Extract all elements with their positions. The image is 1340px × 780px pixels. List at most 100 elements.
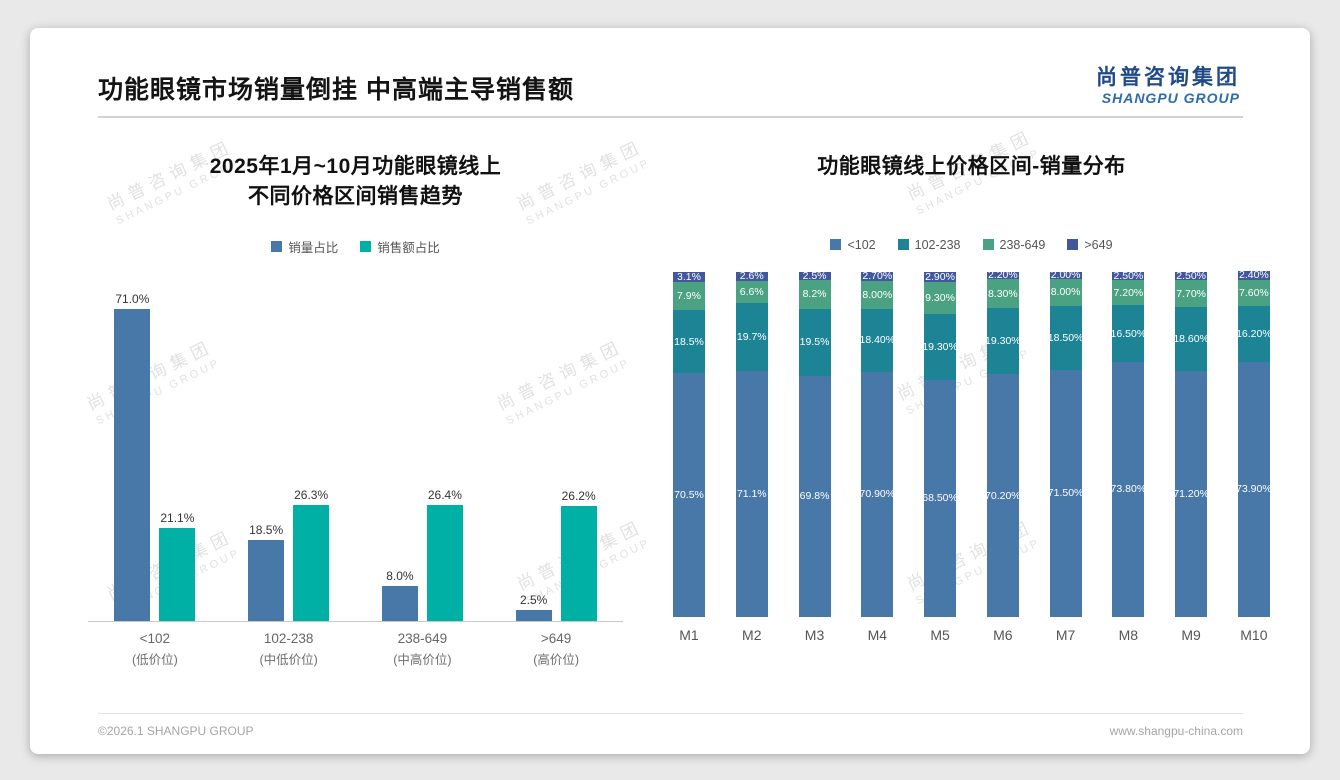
right-chart-legend: <102 102-238 238-649 >649	[667, 238, 1276, 252]
segment-value-label: 2.20%	[987, 269, 1018, 282]
stacked-bar-segment: 16.50%	[1111, 305, 1146, 363]
bar-wrap: 21.1%	[159, 511, 196, 622]
bar-value-label: 26.3%	[294, 488, 329, 503]
charts-row: 2025年1月~10月功能眼镜线上 不同价格区间销售趋势 销量占比 销售额占比 71…	[30, 152, 1310, 668]
stacked-bar-segment: 2.6%	[735, 270, 768, 282]
bar-value-label: 71.0%	[115, 291, 150, 306]
stacked-bar-segment: 19.30%	[922, 313, 958, 381]
segment-value-label: 8.2%	[802, 288, 827, 301]
left-chart-x-axis: <102 (低价位) 102-238 (中低价位) 238-649 (中高价位) >649 (…	[88, 631, 623, 668]
segment-value-label: 2.50%	[1113, 269, 1144, 282]
page-title: 功能眼镜市场销量倒挂 中高端主导销售额	[98, 76, 574, 105]
bar-value-label: 26.4%	[427, 487, 462, 502]
x-axis-label: M4	[867, 626, 888, 643]
bar-wrap: 26.3%	[293, 488, 330, 622]
stacked-bar-segment: 19.5%	[798, 308, 831, 376]
left-chart-bars-area: 71.0% 21.1% 18.5% 26.3% 8.0% 26.4% 2.5% 26.2%	[88, 270, 623, 623]
stacked-bar: 3.1% 7.9% 18.5% 70.5%	[673, 271, 705, 617]
segment-value-label: 9.30%	[925, 291, 955, 304]
legend-swatch	[271, 241, 283, 253]
stacked-bar: 2.6% 6.6% 19.7% 71.1%	[735, 270, 768, 617]
stacked-bar-segment: 73.90%	[1236, 361, 1272, 617]
stacked-bar-segment: 7.9%	[673, 282, 705, 310]
stacked-bar-segment: 2.5%	[798, 270, 831, 282]
stacked-bar-segment: 2.90%	[924, 271, 957, 283]
legend-label: 238-649	[999, 237, 1046, 252]
segment-value-label: 18.60%	[1173, 332, 1209, 345]
brand-logo-cn: 尚普咨询集团	[1096, 66, 1240, 89]
bar-pair: 71.0% 21.1%	[114, 291, 196, 622]
legend-swatch	[830, 239, 842, 251]
bar-value-label: 21.1%	[160, 511, 195, 526]
segment-value-label: 2.00%	[1050, 269, 1081, 282]
title-divider	[98, 116, 1243, 119]
bar-pair: 8.0% 26.4%	[381, 487, 463, 622]
bar-pair: 2.5% 26.2%	[515, 489, 597, 622]
legend-label: 销量占比	[288, 241, 339, 256]
legend-swatch	[360, 241, 372, 253]
legend-item: <102	[830, 238, 876, 252]
stacked-bar-segment: 18.5%	[673, 309, 705, 374]
segment-value-label: 70.90%	[859, 488, 896, 501]
left-chart-title: 2025年1月~10月功能眼镜线上 不同价格区间销售趋势	[88, 152, 623, 211]
legend-item: 销量占比	[271, 237, 338, 256]
x-axis-category: <102	[139, 631, 171, 647]
right-chart-title: 功能眼镜线上价格区间-销量分布	[817, 155, 1126, 179]
segment-value-label: 7.9%	[677, 289, 701, 302]
stacked-bar: 2.5% 8.2% 19.5% 69.8%	[798, 270, 831, 617]
bar	[515, 610, 552, 622]
stacked-bar-segment: 71.50%	[1047, 369, 1084, 617]
segment-value-label: 19.5%	[799, 336, 830, 349]
footer-website: www.shangpu-china.com	[1109, 724, 1243, 738]
x-axis-label: M5	[930, 626, 950, 643]
bar-wrap: 71.0%	[114, 291, 151, 622]
stacked-bar-segment: 18.60%	[1173, 306, 1209, 371]
stacked-bar-segment: 2.70%	[861, 270, 894, 282]
stacked-bar-segment: 8.00%	[1049, 278, 1082, 307]
segment-value-label: 7.20%	[1113, 286, 1144, 299]
stacked-bar-segment: 70.90%	[859, 372, 896, 617]
stacked-bar-segment: 2.50%	[1175, 269, 1208, 282]
left-chart-title-line1: 2025年1月~10月功能眼镜线上	[209, 155, 502, 179]
segment-value-label: 8.30%	[987, 287, 1018, 300]
segment-value-label: 16.20%	[1236, 327, 1272, 340]
left-chart-plot: 71.0% 21.1% 18.5% 26.3% 8.0% 26.4% 2.5% 26.2% <…	[88, 270, 623, 668]
stacked-bar-segment: 69.8%	[798, 375, 831, 617]
segment-value-label: 19.30%	[985, 335, 1021, 348]
segment-value-label: 70.20%	[985, 489, 1021, 502]
bar-group: 18.5% 26.3%	[227, 488, 351, 622]
bar-pair: 18.5% 26.3%	[248, 488, 330, 622]
segment-value-label: 68.50%	[922, 492, 958, 505]
x-axis-label: M9	[1181, 626, 1201, 643]
slide-content: 功能眼镜市场销量倒挂 中高端主导销售额 尚普咨询集团 SHANGPU GROUP…	[30, 28, 1310, 754]
stacked-bar: 2.50% 7.20% 16.50% 73.80%	[1111, 269, 1146, 617]
stacked-bar-segment: 8.30%	[986, 279, 1019, 308]
segment-value-label: 71.50%	[1047, 487, 1084, 500]
stacked-bar: 2.00% 8.00% 18.50% 71.50%	[1047, 269, 1084, 617]
x-axis-label: M1	[679, 626, 699, 643]
stacked-bar-segment: 7.20%	[1112, 280, 1145, 306]
x-axis-label: M6	[993, 626, 1013, 643]
stacked-bar-segment: 18.50%	[1048, 306, 1083, 370]
stacked-bar-segment: 73.80%	[1111, 362, 1146, 617]
bar-wrap: 2.5%	[515, 593, 552, 622]
stacked-bar-segment: 16.20%	[1236, 305, 1272, 362]
bar	[426, 504, 463, 622]
left-chart-title-line2: 不同价格区间销售趋势	[248, 184, 463, 208]
stacked-bar-chart: 功能眼镜线上价格区间-销量分布 <102 102-238 238-649 >649 3…	[667, 152, 1276, 668]
header: 功能眼镜市场销量倒挂 中高端主导销售额 尚普咨询集团 SHANGPU GROUP	[30, 28, 1310, 106]
stacked-bar: 2.70% 8.00% 18.40% 70.90%	[859, 270, 896, 617]
segment-value-label: 69.8%	[799, 490, 830, 503]
bar	[159, 528, 196, 622]
x-axis-category: >649	[540, 631, 572, 647]
grouped-bar-chart: 2025年1月~10月功能眼镜线上 不同价格区间销售趋势 销量占比 销售额占比 71…	[88, 152, 623, 668]
bar-group: 71.0% 21.1%	[93, 291, 217, 622]
segment-value-label: 18.5%	[674, 335, 704, 348]
x-axis-label: M2	[742, 626, 762, 643]
segment-value-label: 19.30%	[922, 341, 958, 354]
stacked-bar: 2.40% 7.60% 16.20% 73.90%	[1236, 269, 1272, 617]
bar-value-label: 2.5%	[519, 593, 548, 608]
x-axis-label: M3	[804, 626, 825, 643]
segment-value-label: 2.50%	[1176, 269, 1207, 282]
stacked-bar-segment: 68.50%	[922, 380, 958, 617]
